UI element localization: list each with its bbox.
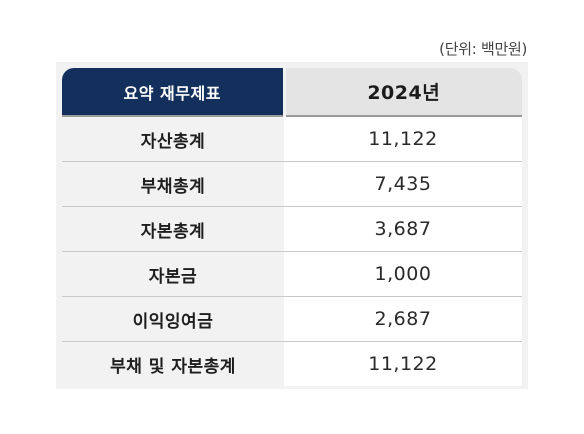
- table-row: 자산총계 11,122: [62, 115, 522, 162]
- table-header-row: 요약 재무제표 2024년: [62, 68, 522, 116]
- row-value: 7,435: [284, 161, 522, 207]
- header-label-cell: 요약 재무제표: [62, 68, 284, 116]
- table-row: 자본금 1,000: [62, 251, 522, 297]
- row-label: 부채 및 자본총계: [62, 341, 284, 386]
- unit-note: (단위: 백만원): [439, 40, 527, 58]
- row-label: 부채총계: [62, 161, 284, 207]
- row-value: 1,000: [284, 251, 522, 297]
- table-row: 이익잉여금 2,687: [62, 296, 522, 342]
- row-label: 자본금: [62, 251, 284, 297]
- header-year-cell: 2024년: [282, 68, 522, 116]
- financial-summary-table: 요약 재무제표 2024년 자산총계 11,122 부채총계 7,435 자본총…: [62, 68, 522, 386]
- table-row: 자본총계 3,687: [62, 206, 522, 252]
- row-label: 자산총계: [62, 115, 284, 162]
- table-row: 부채총계 7,435: [62, 161, 522, 207]
- table-row: 부채 및 자본총계 11,122: [62, 341, 522, 386]
- row-label: 자본총계: [62, 206, 284, 252]
- table-container: 요약 재무제표 2024년 자산총계 11,122 부채총계 7,435 자본총…: [56, 62, 528, 389]
- row-label: 이익잉여금: [62, 296, 284, 342]
- row-value: 11,122: [284, 115, 522, 162]
- row-value: 11,122: [284, 341, 522, 386]
- row-value: 2,687: [284, 296, 522, 342]
- row-value: 3,687: [284, 206, 522, 252]
